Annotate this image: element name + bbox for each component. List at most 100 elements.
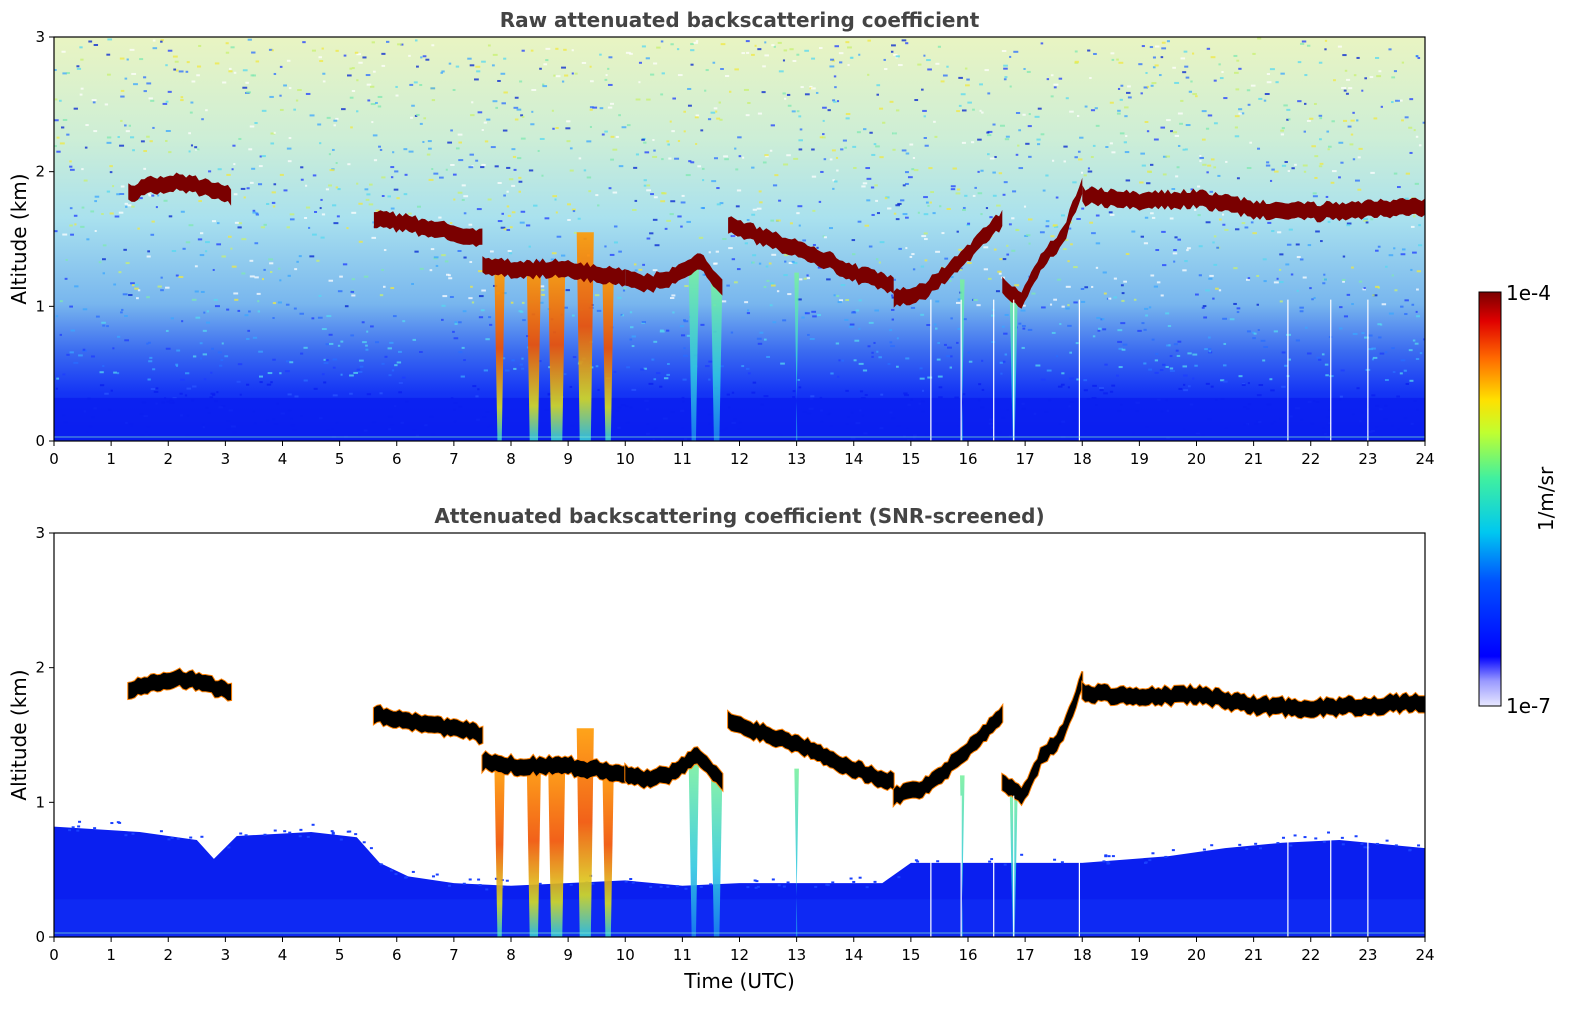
noise-pixel <box>266 383 272 386</box>
boundary-layer-speckle <box>756 885 760 888</box>
boundary-layer-band <box>54 397 1425 441</box>
noise-pixel <box>1004 313 1009 316</box>
noise-pixel <box>830 372 834 375</box>
noise-pixel <box>1413 129 1416 132</box>
boundary-layer-speckle <box>1385 839 1389 842</box>
noise-pixel <box>469 64 475 67</box>
noise-pixel <box>900 199 905 202</box>
noise-pixel <box>978 383 982 386</box>
noise-pixel <box>1342 280 1345 283</box>
noise-pixel <box>1302 164 1308 167</box>
noise-pixel <box>395 85 398 88</box>
noise-pixel <box>803 277 807 280</box>
noise-pixel <box>178 275 184 278</box>
noise-pixel <box>1174 134 1180 137</box>
noise-pixel <box>109 212 114 215</box>
x-tick-label: 11 <box>673 946 692 964</box>
noise-pixel <box>254 242 259 245</box>
x-tick-label: 1 <box>106 450 116 468</box>
noise-pixel <box>1005 135 1010 138</box>
noise-pixel <box>528 245 531 248</box>
noise-pixel <box>544 217 550 220</box>
noise-pixel <box>175 363 179 366</box>
x-tick-label: 9 <box>563 450 573 468</box>
noise-pixel <box>782 319 787 322</box>
noise-pixel <box>272 302 277 305</box>
boundary-layer-speckle <box>831 881 835 884</box>
noise-pixel <box>160 276 163 279</box>
noise-pixel <box>1001 50 1007 53</box>
noise-pixel <box>702 179 705 182</box>
x-tick-label: 18 <box>1073 450 1092 468</box>
noise-pixel <box>1063 248 1067 251</box>
precipitation-streak <box>688 265 699 441</box>
noise-pixel <box>858 362 864 365</box>
noise-pixel <box>319 60 324 63</box>
noise-pixel <box>555 75 561 78</box>
noise-pixel <box>508 252 513 255</box>
noise-pixel <box>460 375 465 378</box>
noise-pixel <box>1161 47 1167 50</box>
noise-pixel <box>1127 96 1132 99</box>
x-tick-label: 18 <box>1073 946 1092 964</box>
noise-pixel <box>571 314 575 317</box>
noise-pixel <box>1166 40 1170 43</box>
x-tick-label: 13 <box>787 450 806 468</box>
noise-pixel <box>106 325 109 328</box>
noise-pixel <box>1075 342 1079 345</box>
noise-pixel <box>1204 348 1208 351</box>
noise-pixel <box>950 185 956 188</box>
noise-pixel <box>1000 372 1003 375</box>
noise-pixel <box>132 284 135 287</box>
noise-pixel <box>811 310 817 313</box>
noise-pixel <box>1011 217 1015 220</box>
noise-pixel <box>477 388 480 391</box>
noise-pixel <box>511 359 515 362</box>
noise-pixel <box>1213 166 1217 169</box>
noise-pixel <box>448 274 451 277</box>
noise-pixel <box>279 173 284 176</box>
noise-pixel <box>1061 305 1065 308</box>
x-tick-label: 20 <box>1187 450 1206 468</box>
noise-pixel <box>1117 87 1121 90</box>
noise-pixel <box>214 62 220 65</box>
noise-pixel <box>955 192 961 195</box>
noise-pixel <box>410 116 413 119</box>
noise-pixel <box>429 269 433 272</box>
noise-pixel <box>837 301 842 304</box>
noise-pixel <box>413 81 418 84</box>
noise-pixel <box>764 54 769 57</box>
noise-pixel <box>985 207 989 210</box>
noise-pixel <box>922 389 925 392</box>
noise-pixel <box>1069 221 1073 224</box>
noise-pixel <box>1194 208 1197 211</box>
noise-pixel <box>259 381 263 384</box>
noise-pixel <box>946 355 951 358</box>
noise-pixel <box>1380 105 1383 108</box>
noise-pixel <box>1192 377 1195 380</box>
noise-pixel <box>461 346 465 349</box>
noise-pixel <box>131 72 137 75</box>
noise-pixel <box>244 314 249 317</box>
noise-pixel <box>492 100 498 103</box>
noise-pixel <box>69 160 72 163</box>
noise-pixel <box>140 140 145 143</box>
noise-pixel <box>384 355 388 358</box>
noise-pixel <box>1240 112 1245 115</box>
noise-pixel <box>998 272 1002 275</box>
noise-pixel <box>1395 99 1400 102</box>
noise-pixel <box>431 167 434 170</box>
noise-pixel <box>891 278 897 281</box>
noise-pixel <box>884 68 888 71</box>
noise-pixel <box>1026 70 1031 73</box>
noise-pixel <box>1190 188 1194 191</box>
noise-pixel <box>538 360 542 363</box>
noise-pixel <box>237 363 243 366</box>
noise-pixel <box>1253 332 1257 335</box>
noise-pixel <box>659 330 665 333</box>
noise-pixel <box>1409 98 1414 101</box>
noise-pixel <box>152 39 156 42</box>
noise-pixel <box>1279 268 1282 271</box>
noise-pixel <box>394 170 399 173</box>
noise-pixel <box>59 300 63 303</box>
